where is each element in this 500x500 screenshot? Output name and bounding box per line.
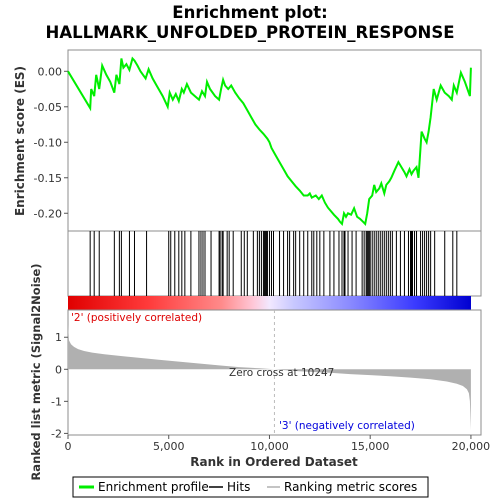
es-tick-label: -0.15 <box>34 172 62 185</box>
negatively-correlated-label: '3' (negatively correlated) <box>279 420 415 432</box>
rank-tick-label: -2 <box>51 427 62 440</box>
rank-panel: 10-1-20 5,000 10,000 15,000 20,000 '2' (posi… <box>29 263 490 480</box>
chart-title-line1: Enrichment plot: <box>172 3 327 22</box>
es-tick-label: -0.05 <box>34 101 62 114</box>
x-tick-label: 20,000 <box>452 440 491 453</box>
legend-hits-label: Hits <box>227 480 250 494</box>
x-tick-label: 0 <box>65 440 72 453</box>
legend-frame <box>72 476 429 498</box>
enrichment-profile-line <box>67 56 472 227</box>
rank-axis-ticks: 10-1-20 5,000 10,000 15,000 20,000 <box>51 331 490 453</box>
positively-correlated-label: '2' (positively correlated) <box>71 312 202 324</box>
es-tick-label: 0.00 <box>38 65 63 78</box>
rank-tick-label: 1 <box>55 331 62 344</box>
rank-color-bar <box>68 296 471 310</box>
es-tick-label: -0.10 <box>34 136 62 149</box>
es-panel-frame <box>67 49 482 232</box>
es-panel: 0.00 -0.05 -0.10 -0.15 -0.20 Enrichment scor… <box>13 49 482 232</box>
es-tick-label: -0.20 <box>34 207 62 220</box>
chart-title-line2: HALLMARK_UNFOLDED_PROTEIN_RESPONSE <box>46 23 455 42</box>
legend: Enrichment profile Hits Ranking metric s… <box>72 476 429 498</box>
es-axis-label: Enrichment score (ES) <box>13 66 27 216</box>
rank-tick-label: 0 <box>55 363 62 376</box>
zero-cross-label: Zero cross at 10247 <box>229 367 334 379</box>
rank-tick-label: -1 <box>51 395 62 408</box>
rank-axis-label: Ranked list metric (Signal2Noise) <box>29 263 43 480</box>
x-tick-label: 10,000 <box>250 440 289 453</box>
es-axis-ticks: 0.00 -0.05 -0.10 -0.15 -0.20 <box>34 65 68 220</box>
hits-panel <box>67 230 482 297</box>
legend-enrichment-label: Enrichment profile <box>98 480 209 494</box>
x-axis-label: Rank in Ordered Dataset <box>190 455 358 469</box>
x-tick-label: 5,000 <box>153 440 185 453</box>
x-tick-label: 15,000 <box>351 440 390 453</box>
hits-panel-frame <box>67 230 482 297</box>
hits-lines <box>89 231 458 296</box>
legend-ranking-label: Ranking metric scores <box>284 480 417 494</box>
